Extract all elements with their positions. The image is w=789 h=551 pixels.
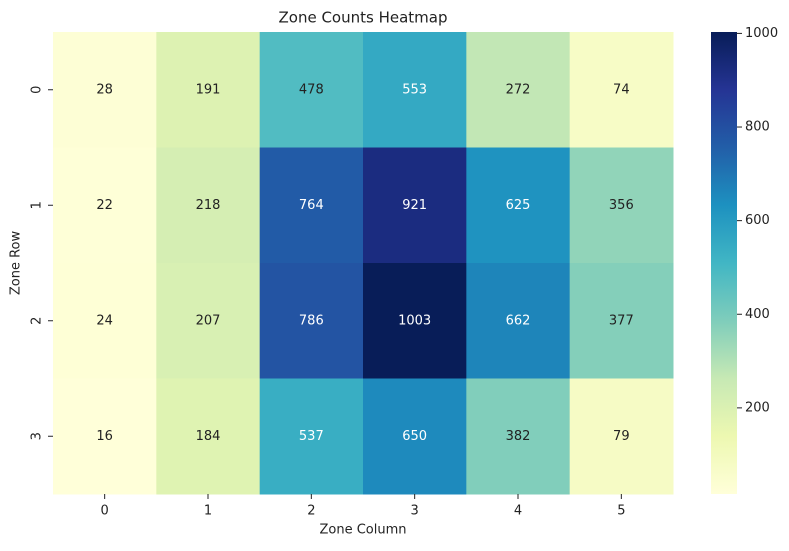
chart-title: Zone Counts Heatmap — [279, 9, 448, 27]
colorbar-tick-label: 1000 — [745, 26, 778, 41]
heatmap-cell — [53, 263, 157, 379]
heatmap-cell — [363, 263, 467, 379]
heatmap-cell — [569, 378, 674, 495]
heatmap-cell — [156, 32, 261, 148]
y-axis-label: Zone Row — [9, 231, 24, 296]
cell-label: 16 — [96, 429, 113, 444]
x-tick-label: 1 — [204, 504, 212, 519]
x-tick-label: 0 — [101, 504, 109, 519]
heatmap-cell — [363, 378, 467, 495]
cell-label: 625 — [506, 198, 531, 213]
cell-label: 786 — [299, 313, 324, 328]
cell-label: 28 — [96, 82, 113, 97]
heatmap-cell — [466, 378, 571, 495]
y-tick-label: 1 — [30, 201, 45, 209]
cell-label: 553 — [402, 82, 427, 97]
cell-label: 662 — [506, 313, 531, 328]
cell-label: 218 — [196, 198, 221, 213]
cell-label: 356 — [609, 198, 634, 213]
cell-label: 184 — [196, 429, 221, 444]
x-axis-label: Zone Column — [319, 523, 406, 538]
heatmap-cell — [259, 263, 364, 379]
cell-label: 537 — [299, 429, 324, 444]
heatmap-cell — [259, 378, 364, 495]
cell-label: 1003 — [398, 313, 431, 328]
heatmap-cell — [53, 32, 157, 148]
cell-label: 478 — [299, 82, 324, 97]
cell-label: 22 — [96, 198, 113, 213]
heatmap-cell — [466, 263, 571, 379]
colorbar-tick-label: 800 — [745, 120, 770, 135]
heatmap-cell — [156, 263, 261, 379]
cell-label: 650 — [402, 429, 427, 444]
cell-label: 382 — [506, 429, 531, 444]
heatmap-cell — [53, 147, 157, 264]
heatmap-cell — [156, 378, 261, 495]
heatmap-cell — [569, 263, 674, 379]
heatmap-cell — [156, 147, 261, 264]
heatmap-cell — [466, 32, 571, 148]
cell-label: 79 — [613, 429, 630, 444]
heatmap-cell — [53, 378, 157, 495]
heatmap-cell — [569, 147, 674, 264]
colorbar-tick-label: 400 — [745, 307, 770, 322]
x-tick-label: 4 — [514, 504, 522, 519]
cell-label: 191 — [196, 82, 221, 97]
y-tick-label: 2 — [30, 317, 45, 325]
heatmap-cell — [259, 32, 364, 148]
cell-label: 24 — [96, 313, 113, 328]
heatmap-cell — [363, 147, 467, 264]
x-tick-label: 2 — [307, 504, 315, 519]
y-tick-label: 0 — [30, 86, 45, 94]
heatmap-cell — [363, 32, 467, 148]
cell-label: 377 — [609, 313, 634, 328]
cell-label: 764 — [299, 198, 324, 213]
cell-label: 272 — [506, 82, 531, 97]
cell-label: 74 — [613, 82, 630, 97]
x-tick-label: 3 — [411, 504, 419, 519]
x-tick-label: 5 — [617, 504, 625, 519]
cell-label: 921 — [402, 198, 427, 213]
colorbar-tick-label: 600 — [745, 213, 770, 228]
colorbar-tick-label: 200 — [745, 400, 770, 415]
y-tick-label: 3 — [30, 432, 45, 440]
colorbar — [711, 32, 737, 494]
heatmap-cell — [259, 147, 364, 264]
cell-label: 207 — [196, 313, 221, 328]
heatmap-cell — [569, 32, 674, 148]
heatmap-cell — [466, 147, 571, 264]
